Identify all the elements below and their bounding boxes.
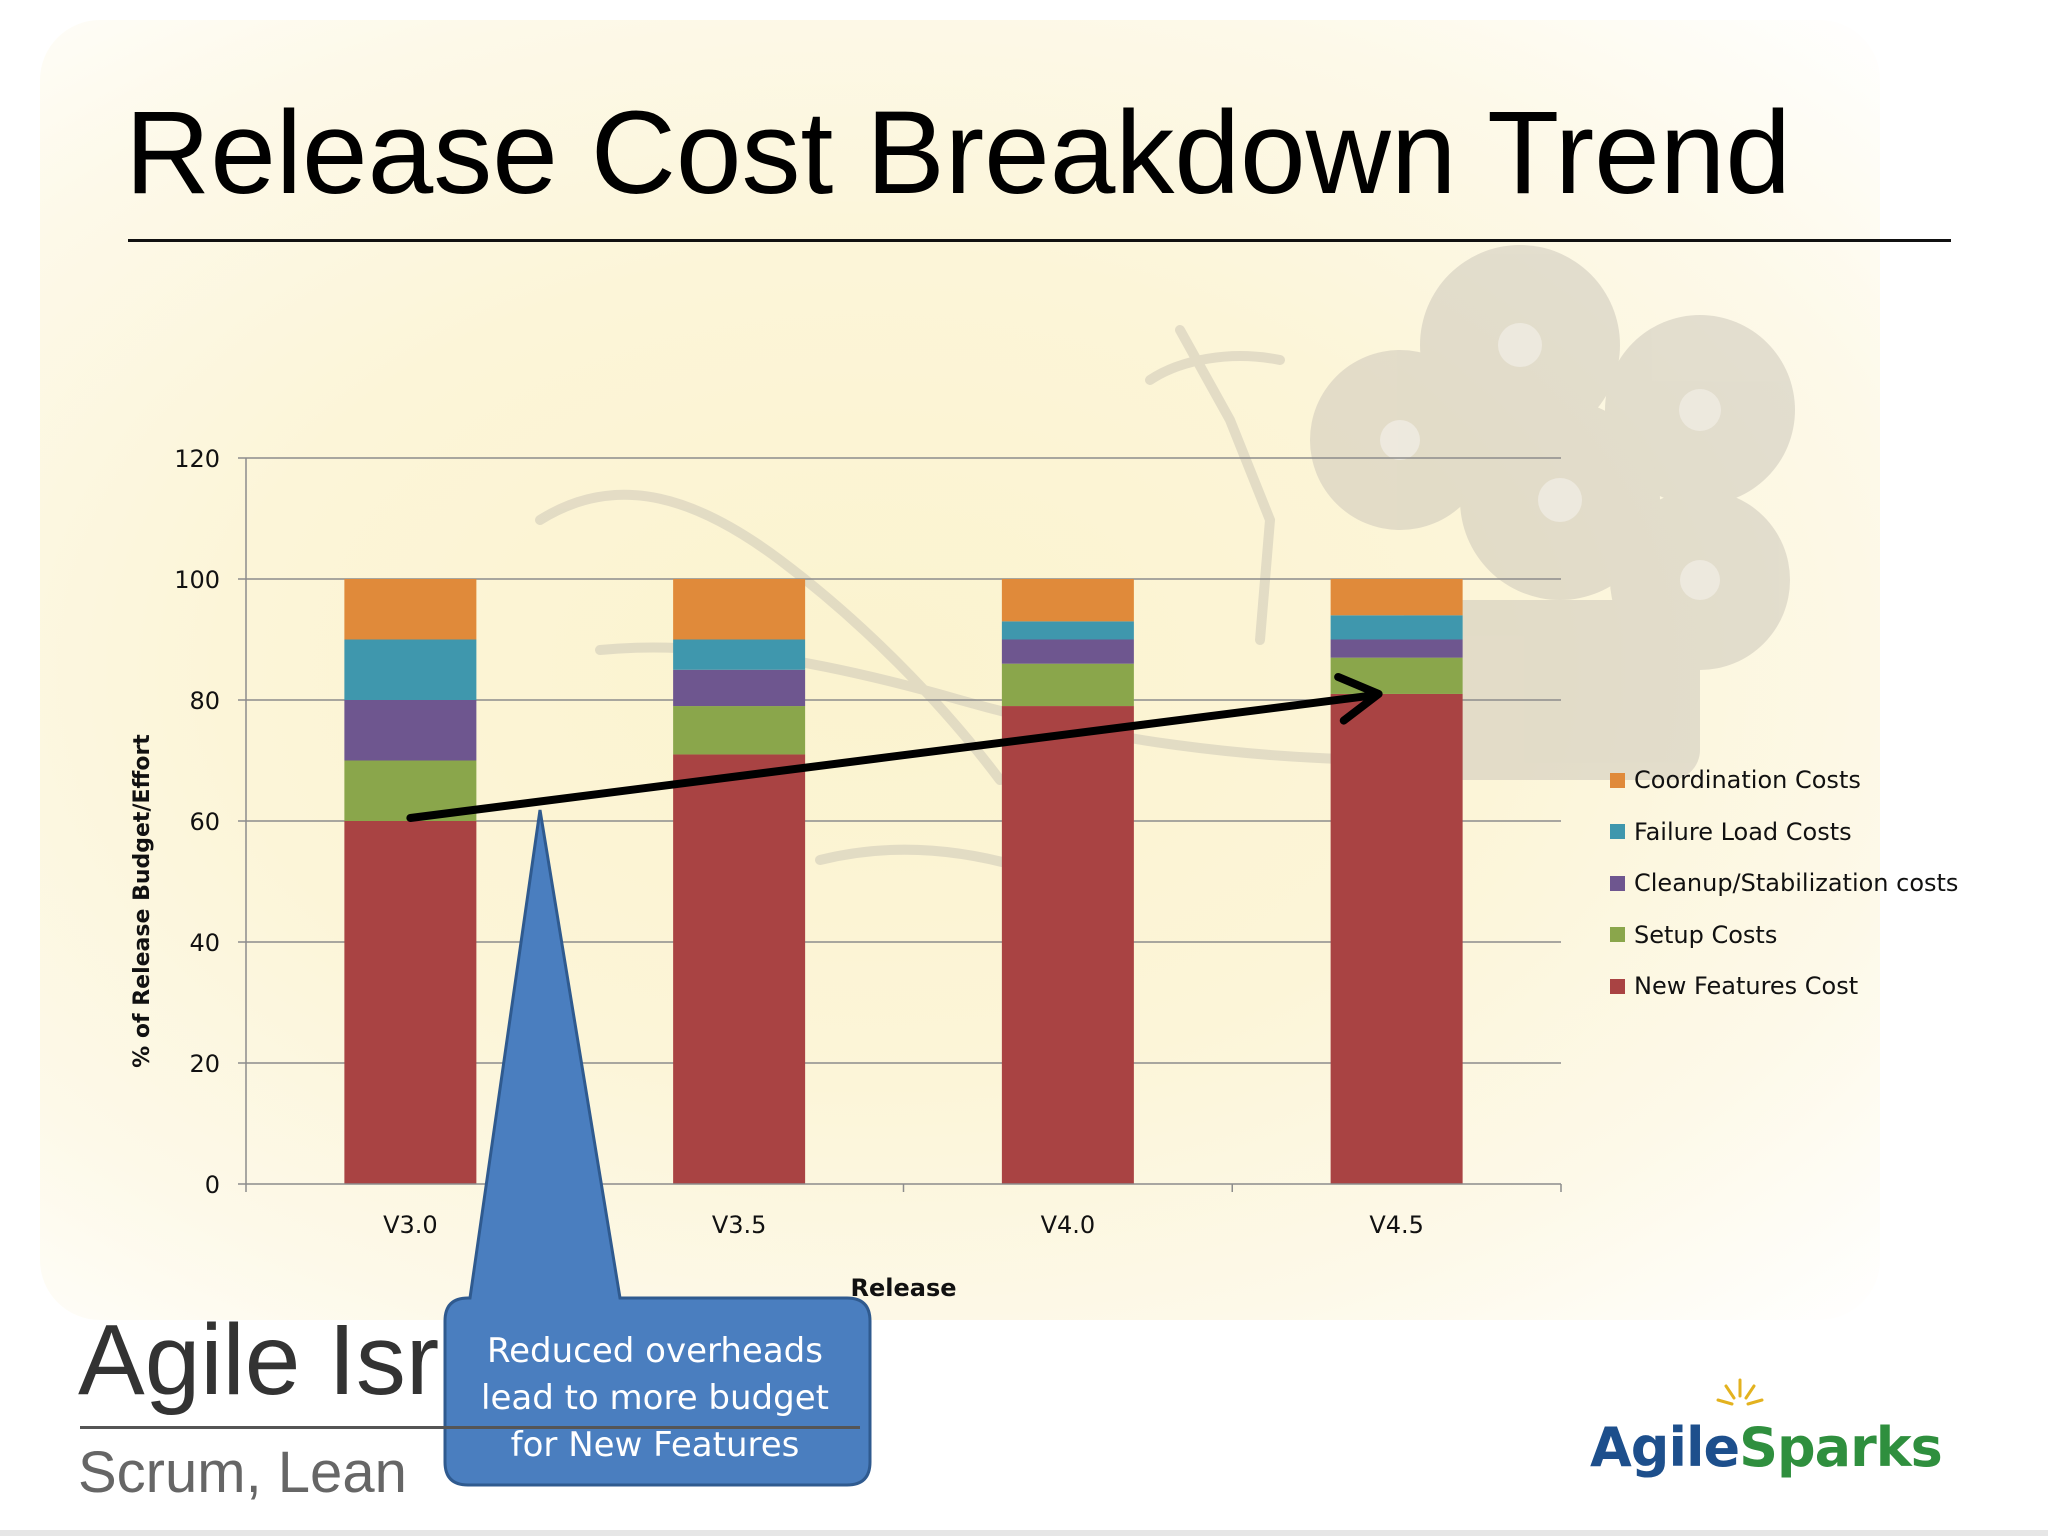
logo-word-agile: Agile — [1590, 1416, 1740, 1479]
bar-failure-load-costs-v3-5 — [673, 639, 806, 670]
bar-setup-costs-v3-5 — [673, 706, 806, 755]
bar-failure-load-costs-v4-5 — [1330, 615, 1463, 640]
slide-title: Release Cost Breakdown Trend — [125, 87, 1792, 219]
legend-item: New Features Cost — [1610, 966, 1858, 1006]
legend-item: Setup Costs — [1610, 915, 1777, 955]
legend-label: Coordination Costs — [1634, 766, 1861, 794]
callout-text: Reduced overheads lead to more budget fo… — [445, 1318, 865, 1478]
y-tick-label: 40 — [189, 929, 220, 957]
legend-label: Failure Load Costs — [1634, 817, 1852, 846]
bar-new-features-cost-v3-0 — [344, 821, 477, 1184]
logo-tagline: Scrum, Lean — [78, 1440, 407, 1505]
legend-item: Coordination Costs — [1610, 760, 1861, 800]
legend-item: Failure Load Costs — [1610, 812, 1852, 852]
title-divider — [128, 239, 1951, 242]
x-tick-label: V4.0 — [1041, 1211, 1096, 1239]
logo-divider — [80, 1426, 860, 1429]
y-tick-label: 0 — [205, 1171, 220, 1199]
logo-name: Agile Isr — [78, 1304, 440, 1416]
y-axis-title: % of Release Budget/Effort — [130, 734, 155, 1068]
callout-line: lead to more budget — [481, 1377, 829, 1418]
legend-swatch — [1610, 978, 1625, 994]
x-tick-label: V3.0 — [383, 1211, 438, 1239]
bar-coordination-costs-v4-0 — [1001, 579, 1134, 622]
bar-coordination-costs-v3-0 — [344, 579, 477, 640]
bottom-strip — [0, 1530, 2048, 1536]
bar-new-features-cost-v4-5 — [1330, 693, 1463, 1184]
x-tick-label: V4.5 — [1369, 1211, 1424, 1239]
callout-line: Reduced overheads — [487, 1330, 823, 1371]
y-tick-label: 80 — [189, 687, 220, 715]
y-tick-label: 20 — [189, 1050, 220, 1078]
x-axis-title: Release — [850, 1274, 956, 1302]
callout-bubble — [443, 809, 872, 1487]
legend-label: Cleanup/Stabilization costs — [1634, 869, 1959, 897]
bar-coordination-costs-v4-5 — [1330, 579, 1463, 616]
bar-new-features-cost-v4-0 — [1001, 706, 1134, 1184]
trend-arrow-head — [1334, 672, 1383, 725]
x-tick-label: V3.5 — [712, 1211, 767, 1239]
legend-item: Cleanup/Stabilization costs — [1610, 863, 1958, 903]
bar-setup-costs-v4-0 — [1001, 663, 1134, 707]
bar-cleanup-stabilization-costs-v4-5 — [1330, 639, 1463, 658]
agile-israel-logo: Agile Isr Scrum, Lean — [78, 1300, 878, 1520]
bar-failure-load-costs-v3-0 — [344, 639, 477, 700]
legend-label: Setup Costs — [1634, 920, 1778, 949]
bar-cleanup-stabilization-costs-v3-0 — [344, 700, 477, 761]
legend-swatch — [1610, 772, 1625, 788]
callout-line: for New Features — [510, 1424, 800, 1465]
agilesparks-logo: AgileSparks — [1580, 1378, 2000, 1500]
spark-icon — [1716, 1378, 1764, 1406]
legend-swatch — [1610, 824, 1625, 839]
bar-coordination-costs-v3-5 — [673, 579, 806, 640]
bar-new-features-cost-v3-5 — [673, 754, 806, 1184]
legend-swatch — [1610, 927, 1625, 942]
bar-cleanup-stabilization-costs-v4-0 — [1001, 639, 1134, 664]
bar-setup-costs-v4-5 — [1330, 657, 1463, 694]
legend-swatch — [1610, 875, 1625, 891]
bar-failure-load-costs-v4-0 — [1001, 621, 1134, 640]
y-tick-label: 60 — [189, 808, 220, 836]
logo-word-sparks: Sparks — [1739, 1416, 1943, 1479]
y-tick-label: 100 — [174, 566, 220, 594]
legend-label: New Features Cost — [1634, 972, 1859, 1000]
trend-arrow — [406, 691, 1373, 822]
bar-cleanup-stabilization-costs-v3-5 — [673, 669, 806, 707]
y-tick-label: 120 — [174, 445, 220, 473]
